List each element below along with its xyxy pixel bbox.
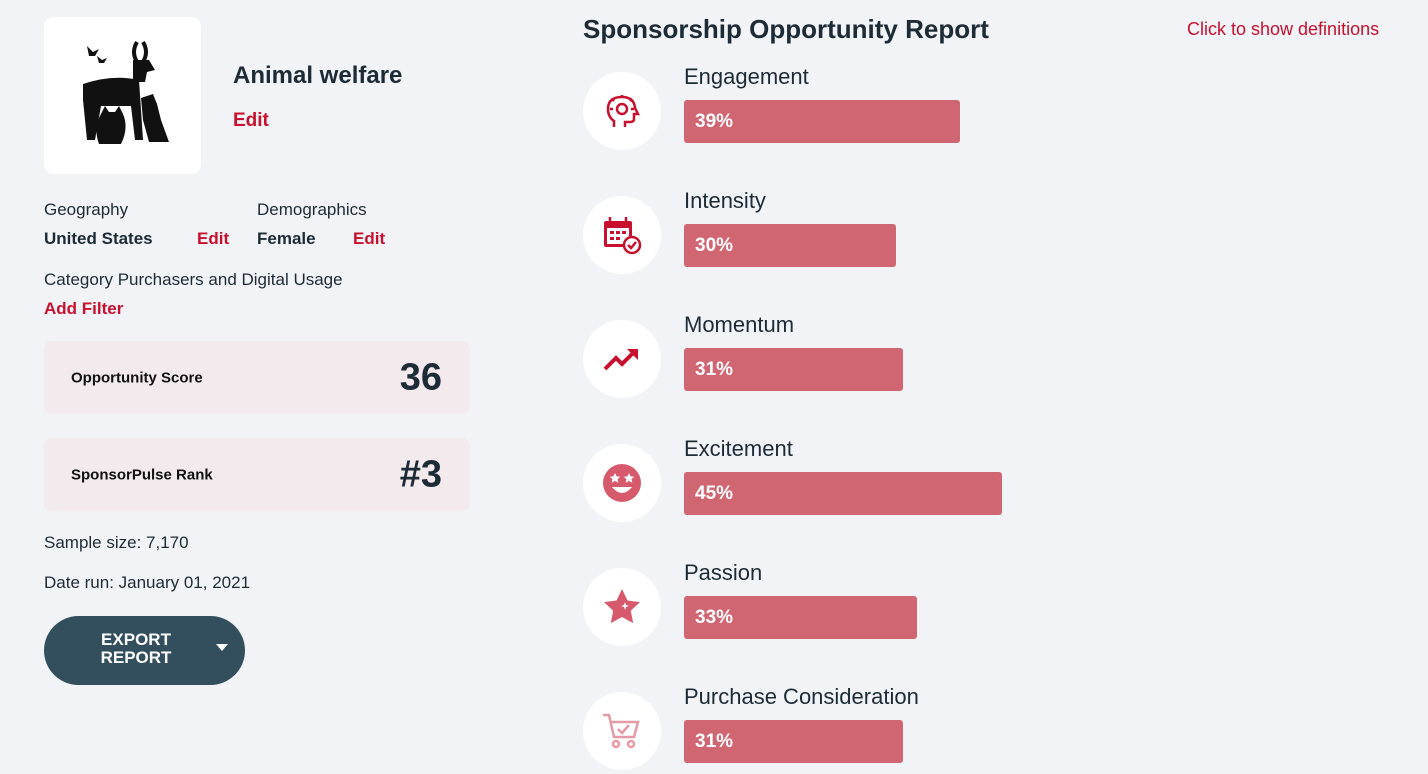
category-filter-label: Category Purchasers and Digital Usage (44, 270, 343, 289)
excitement-label: Excitement (684, 436, 793, 461)
momentum-icon-circle (583, 320, 661, 398)
purchase-consideration-bar: 31% (684, 720, 903, 763)
edit-geography-link[interactable]: Edit (197, 229, 230, 248)
passion-icon-circle (583, 568, 661, 646)
calendar-check-icon (604, 217, 642, 255)
caret-down-icon (216, 644, 228, 651)
topic-logo (44, 17, 201, 174)
opportunity-score-value: 36 (399, 356, 442, 398)
intensity-icon-circle (583, 196, 661, 274)
intensity-label: Intensity (684, 188, 766, 213)
shopping-cart-check-icon (603, 713, 640, 749)
add-filter-link[interactable]: Add Filter (44, 299, 124, 318)
intensity-bar: 30% (684, 224, 896, 267)
engagement-percent: 39% (695, 110, 734, 132)
purchase-consideration-percent: 31% (695, 730, 734, 752)
trending-up-icon (603, 349, 638, 371)
sponsorpulse-rank-card: SponsorPulse Rank #3 (44, 438, 470, 511)
purchase-consideration-label: Purchase Consideration (684, 684, 919, 709)
opportunity-score-label: Opportunity Score (71, 369, 203, 386)
momentum-bar: 31% (684, 348, 903, 391)
report-title: Sponsorship Opportunity Report (583, 14, 989, 44)
demographics-value: Female (257, 229, 316, 248)
passion-percent: 33% (695, 606, 734, 628)
passion-bar: 33% (684, 596, 917, 639)
demographics-label: Demographics (257, 200, 367, 219)
show-definitions-link[interactable]: Click to show definitions (1187, 19, 1380, 39)
excitement-bar: 45% (684, 472, 1002, 515)
date-run: Date run: January 01, 2021 (44, 573, 251, 592)
engagement-bar: 39% (684, 100, 960, 143)
opportunity-score-card: Opportunity Score 36 (44, 341, 470, 414)
engagement-label: Engagement (684, 64, 809, 89)
excitement-percent: 45% (695, 482, 734, 504)
sponsorpulse-rank-value: #3 (399, 453, 442, 495)
sample-size: Sample size: 7,170 (44, 533, 189, 552)
edit-topic-link[interactable]: Edit (233, 110, 269, 131)
export-report-button[interactable]: EXPORT REPORT (44, 616, 245, 685)
engagement-icon-circle (583, 72, 661, 150)
head-lightbulb-icon (606, 95, 641, 127)
geography-value: United States (44, 229, 153, 248)
animal-silhouettes-icon (82, 40, 169, 144)
intensity-percent: 30% (695, 234, 734, 256)
export-report-label: EXPORT REPORT (100, 630, 172, 667)
momentum-label: Momentum (684, 312, 795, 337)
momentum-percent: 31% (695, 358, 734, 380)
edit-demographics-link[interactable]: Edit (353, 229, 386, 248)
geography-label: Geography (44, 200, 129, 219)
excitement-icon-circle (583, 444, 661, 522)
topic-title: Animal welfare (233, 62, 403, 89)
sponsorpulse-rank-label: SponsorPulse Rank (71, 466, 213, 483)
passion-label: Passion (684, 560, 763, 585)
sparkle-star-icon (604, 589, 640, 624)
purchase-consideration-icon-circle (583, 692, 661, 770)
star-eyes-face-icon (603, 464, 641, 502)
